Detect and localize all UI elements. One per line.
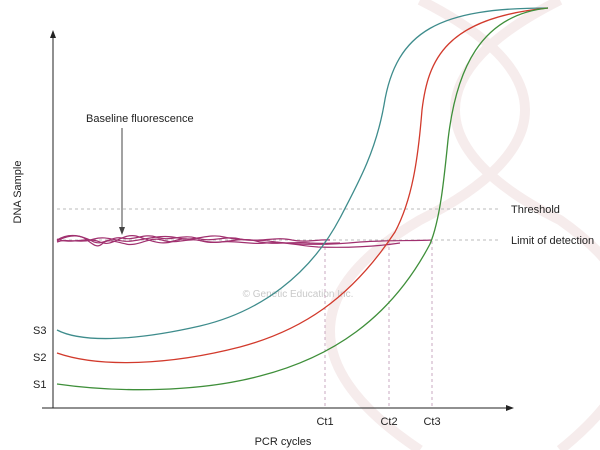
baseline-noise	[56, 234, 433, 248]
y-tick-s3: S3	[33, 325, 46, 337]
x-tick-ct2: Ct2	[380, 416, 397, 428]
x-axis-title: PCR cycles	[255, 436, 312, 448]
baseline-annotation-arrow	[119, 128, 125, 235]
y-tick-s1: S1	[33, 379, 46, 391]
y-axis-title: DNA Sample	[12, 161, 24, 224]
curve-s3	[56, 7, 549, 340]
y-tick-labels: S3 S2 S1	[33, 325, 46, 391]
x-tick-labels: Ct1 Ct2 Ct3	[316, 416, 440, 428]
amplification-curves	[56, 7, 549, 391]
baseline-trace-3	[56, 235, 401, 248]
y-tick-s2: S2	[33, 352, 46, 364]
dna-helix-background	[325, 0, 600, 450]
baseline-trace-2	[56, 235, 341, 247]
reference-lines	[57, 208, 500, 241]
baseline-fluorescence-label: Baseline fluorescence	[86, 113, 194, 125]
x-tick-ct1: Ct1	[316, 416, 333, 428]
curve-s1	[56, 7, 549, 391]
axes	[42, 30, 514, 411]
curve-s2	[56, 7, 549, 364]
baseline-trace-4	[56, 235, 433, 245]
x-tick-ct3: Ct3	[423, 416, 440, 428]
x-axis-arrow	[506, 405, 514, 411]
threshold-label: Threshold	[511, 204, 560, 216]
watermark: © Genetic Education Inc.	[243, 289, 354, 300]
y-axis-arrow	[50, 30, 56, 38]
limit-of-detection-label: Limit of detection	[511, 235, 594, 247]
